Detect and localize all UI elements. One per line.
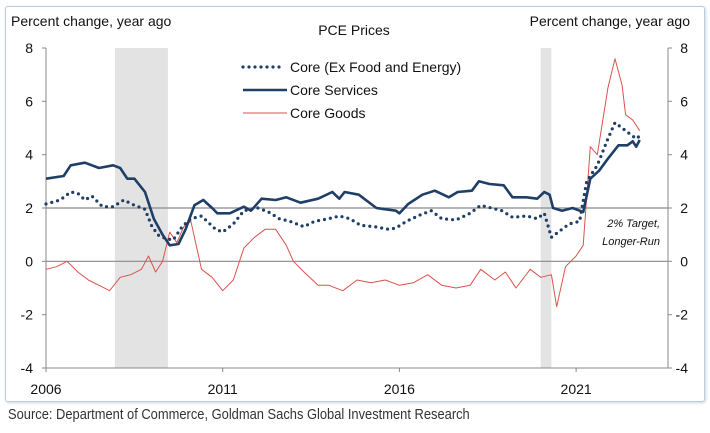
right-axis-label: Percent change, year ago (530, 13, 691, 29)
y-tick-label-left: 6 (25, 93, 33, 109)
target-annotation-line1: 2% Target, (606, 218, 660, 230)
y-tick-label-right: 6 (680, 93, 688, 109)
legend-label-core: Core (Ex Food and Energy) (290, 59, 461, 75)
x-tick-label: 2006 (30, 381, 61, 397)
y-tick-label-right: 8 (680, 40, 688, 56)
series-line-core-services (45, 139, 641, 247)
source-note: Source: Department of Commerce, Goldman … (8, 406, 470, 423)
y-tick-label-right: -4 (676, 360, 689, 376)
chart-title: PCE Prices (318, 22, 390, 38)
target-annotation-line2: Longer-Run (602, 236, 660, 248)
y-tick-label-left: 8 (25, 40, 33, 56)
y-tick-label-right: 0 (680, 253, 688, 269)
y-tick-label-left: -2 (21, 307, 34, 323)
left-axis-label: Percent change, year ago (11, 13, 172, 29)
y-tick-label-left: 0 (25, 253, 33, 269)
legend: Core (Ex Food and Energy) Core Services … (241, 59, 461, 121)
y-tick-label-right: -2 (676, 307, 689, 323)
x-tick-label: 2021 (561, 381, 592, 397)
chart-frame (5, 6, 705, 402)
y-tick-label-left: -4 (21, 360, 34, 376)
y-tick-label-right: 4 (680, 147, 688, 163)
series-line-core-ex-food-and-energy (44, 121, 642, 242)
legend-label-goods: Core Goods (290, 105, 365, 121)
legend-label-services: Core Services (290, 82, 378, 98)
y-tick-label-left: 2 (25, 200, 33, 216)
y-tick-label-left: 4 (25, 147, 33, 163)
x-tick-label: 2011 (208, 381, 238, 397)
y-tick-label-right: 2 (680, 200, 688, 216)
series-line-core-goods (45, 58, 641, 308)
x-tick-label: 2016 (384, 381, 415, 397)
